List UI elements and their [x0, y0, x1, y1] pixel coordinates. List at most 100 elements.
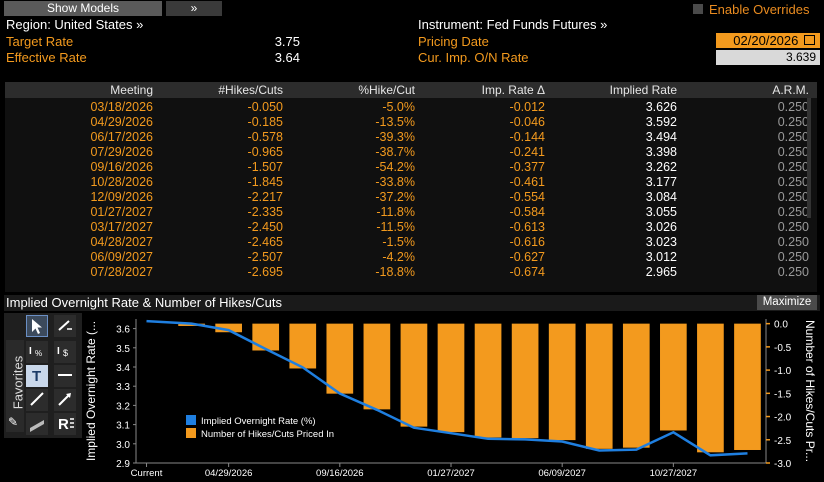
right-axis-tick-label: -1.0 [774, 366, 792, 377]
x-axis-tick-label: 01/27/2027 [427, 468, 475, 479]
legend-label-implied-rate: Implied Overnight Rate (%) [201, 416, 316, 427]
col-header-pct-hike-cut[interactable]: %Hike/Cut [358, 83, 415, 97]
pencil-icon[interactable]: ✎ [8, 415, 19, 429]
show-models-button[interactable]: Show Models [4, 1, 162, 16]
bar-hikes-cuts [289, 323, 317, 369]
region-selector[interactable]: Region: United States » [6, 17, 144, 32]
cell-arm: 0.250 [777, 130, 809, 144]
table-row[interactable]: 10/28/2026 -1.845 -33.8% -0.461 3.177 0.250 [5, 174, 817, 190]
cursor-tool-icon[interactable] [26, 315, 48, 337]
table-row[interactable]: 01/27/2027 -2.335 -11.8% -0.584 3.055 0.250 [5, 204, 817, 220]
cell-arm: 0.250 [777, 160, 809, 174]
effective-rate-label: Effective Rate [6, 50, 87, 65]
bar-hikes-cuts [660, 323, 687, 431]
overrides-checkbox[interactable] [693, 4, 703, 14]
col-header-meeting[interactable]: Meeting [110, 83, 153, 97]
cell-meeting-date: 10/28/2026 [90, 175, 153, 189]
right-axis-title: Number of Hikes/Cuts Pr... [803, 320, 817, 462]
right-axis-tick-label: -2.0 [774, 413, 792, 424]
bar-hikes-cuts [252, 323, 280, 351]
svg-text:R: R [58, 416, 69, 433]
legend-label-hikes-cuts: Number of Hikes/Cuts Priced In [201, 429, 334, 440]
table-row[interactable]: 07/28/2027 -2.695 -18.8% -0.674 2.965 0.250 [5, 264, 817, 280]
x-axis-tick-label: 09/16/2026 [316, 468, 364, 479]
trendline-tool-icon[interactable] [54, 315, 76, 337]
pricing-date-value: 02/20/2026 [733, 33, 799, 48]
cell-implied-rate: 3.084 [645, 190, 677, 204]
table-row[interactable]: 03/17/2027 -2.450 -11.5% -0.613 3.026 0.250 [5, 219, 817, 235]
cell-arm: 0.250 [777, 190, 809, 204]
col-header-hikes-cuts[interactable]: #Hikes/Cuts [218, 83, 283, 97]
cell-arm: 0.250 [777, 250, 809, 264]
expand-chevron-button[interactable]: » [166, 1, 222, 16]
cell-arm: 0.250 [777, 220, 809, 234]
table-row[interactable]: 09/16/2026 -1.507 -54.2% -0.377 3.262 0.250 [5, 159, 817, 175]
line-tool-icon[interactable] [26, 389, 48, 411]
col-header-implied-rate[interactable]: Implied Rate [609, 83, 677, 97]
cell-hikes-cuts: -1.845 [247, 175, 283, 189]
cell-meeting-date: 06/09/2027 [90, 250, 153, 264]
table-row[interactable]: 04/29/2026 -0.185 -13.5% -0.046 3.592 0.250 [5, 114, 817, 130]
cell-pct-hike-cut: -18.8% [375, 265, 415, 279]
cell-implied-rate: 3.023 [645, 235, 677, 249]
table-row[interactable]: 12/09/2026 -2.217 -37.2% -0.554 3.084 0.250 [5, 189, 817, 205]
enable-overrides-label: Enable Overrides [709, 1, 810, 17]
favorites-tab[interactable] [6, 340, 24, 432]
cell-imp-rate-delta: -0.613 [509, 220, 545, 234]
left-axis-tick-label: 3.5 [116, 344, 130, 355]
cell-arm: 0.250 [777, 265, 809, 279]
table-row[interactable]: 06/17/2026 -0.578 -39.3% -0.144 3.494 0.250 [5, 129, 817, 145]
cell-arm: 0.250 [777, 205, 809, 219]
rate-chart[interactable]: 3.6 3.5 3.4 3.3 3.2 3.1 3.0 2.9 0.0 -0.5 -1.0 -1.5 -… [82, 311, 824, 482]
pricing-date-input[interactable]: 02/20/2026 [716, 33, 820, 48]
x-axis-tick-label: 06/09/2027 [538, 468, 586, 479]
arrow-line-tool-icon[interactable] [54, 389, 76, 411]
table-row[interactable]: 06/09/2027 -2.507 -4.2% -0.627 3.012 0.250 [5, 249, 817, 265]
table-row[interactable]: 04/28/2027 -2.465 -1.5% -0.616 3.023 0.250 [5, 234, 817, 250]
maximize-button[interactable]: Maximize [757, 295, 817, 310]
cell-imp-rate-delta: -0.461 [509, 175, 545, 189]
percent-tool-icon[interactable]: I% [26, 341, 48, 363]
table-scrollbar[interactable] [807, 98, 811, 218]
effective-rate-value: 3.64 [274, 50, 300, 65]
table-row[interactable]: 03/18/2026 -0.050 -5.0% -0.012 3.626 0.250 [5, 99, 817, 115]
bar-hikes-cuts [734, 323, 761, 450]
left-axis-tick-label: 2.9 [116, 459, 130, 470]
right-axis-tick-label: -3.0 [774, 459, 792, 470]
cell-meeting-date: 12/09/2026 [90, 190, 153, 204]
cell-meeting-date: 03/18/2026 [90, 100, 153, 114]
left-axis-tick-label: 3.4 [116, 363, 130, 374]
bar-hikes-cuts [622, 323, 650, 448]
cell-implied-rate: 3.592 [645, 115, 677, 129]
cell-imp-rate-delta: -0.584 [509, 205, 545, 219]
bar-hikes-cuts [326, 323, 354, 394]
col-header-arm[interactable]: A.R.M. [772, 83, 809, 97]
cell-meeting-date: 04/28/2027 [90, 235, 153, 249]
cur-imp-rate-input[interactable]: 3.639 [716, 50, 820, 65]
cell-imp-rate-delta: -0.674 [509, 265, 545, 279]
dollar-tool-icon[interactable]: I $ [54, 341, 76, 363]
right-axis-tick-label: -0.5 [774, 343, 792, 354]
instrument-selector[interactable]: Instrument: Fed Funds Futures » [418, 17, 608, 32]
cell-implied-rate: 3.177 [645, 175, 677, 189]
table-row[interactable]: 07/29/2026 -0.965 -38.7% -0.241 3.398 0.250 [5, 144, 817, 160]
col-header-imp-rate-delta[interactable]: Imp. Rate Δ [481, 83, 545, 97]
cell-meeting-date: 01/27/2027 [90, 205, 153, 219]
cell-hikes-cuts: -0.050 [247, 100, 283, 114]
cell-hikes-cuts: -1.507 [247, 160, 283, 174]
chart-title-bar [4, 295, 820, 311]
ruler-tool-icon[interactable] [26, 413, 48, 435]
calendar-icon[interactable] [804, 35, 815, 45]
text-tool-icon[interactable]: T [26, 365, 48, 387]
enable-overrides-toggle[interactable]: Enable Overrides [693, 1, 809, 17]
cell-arm: 0.250 [777, 145, 809, 159]
bar-hikes-cuts [511, 323, 539, 439]
cell-arm: 0.250 [777, 115, 809, 129]
cell-implied-rate: 3.398 [645, 145, 677, 159]
cell-hikes-cuts: -0.578 [247, 130, 283, 144]
hline-tool-icon[interactable] [54, 365, 76, 387]
pricing-date-label: Pricing Date [418, 34, 489, 49]
annotation-tool-icon[interactable]: R [54, 413, 76, 435]
cell-pct-hike-cut: -11.5% [376, 220, 415, 234]
cell-implied-rate: 3.262 [645, 160, 677, 174]
